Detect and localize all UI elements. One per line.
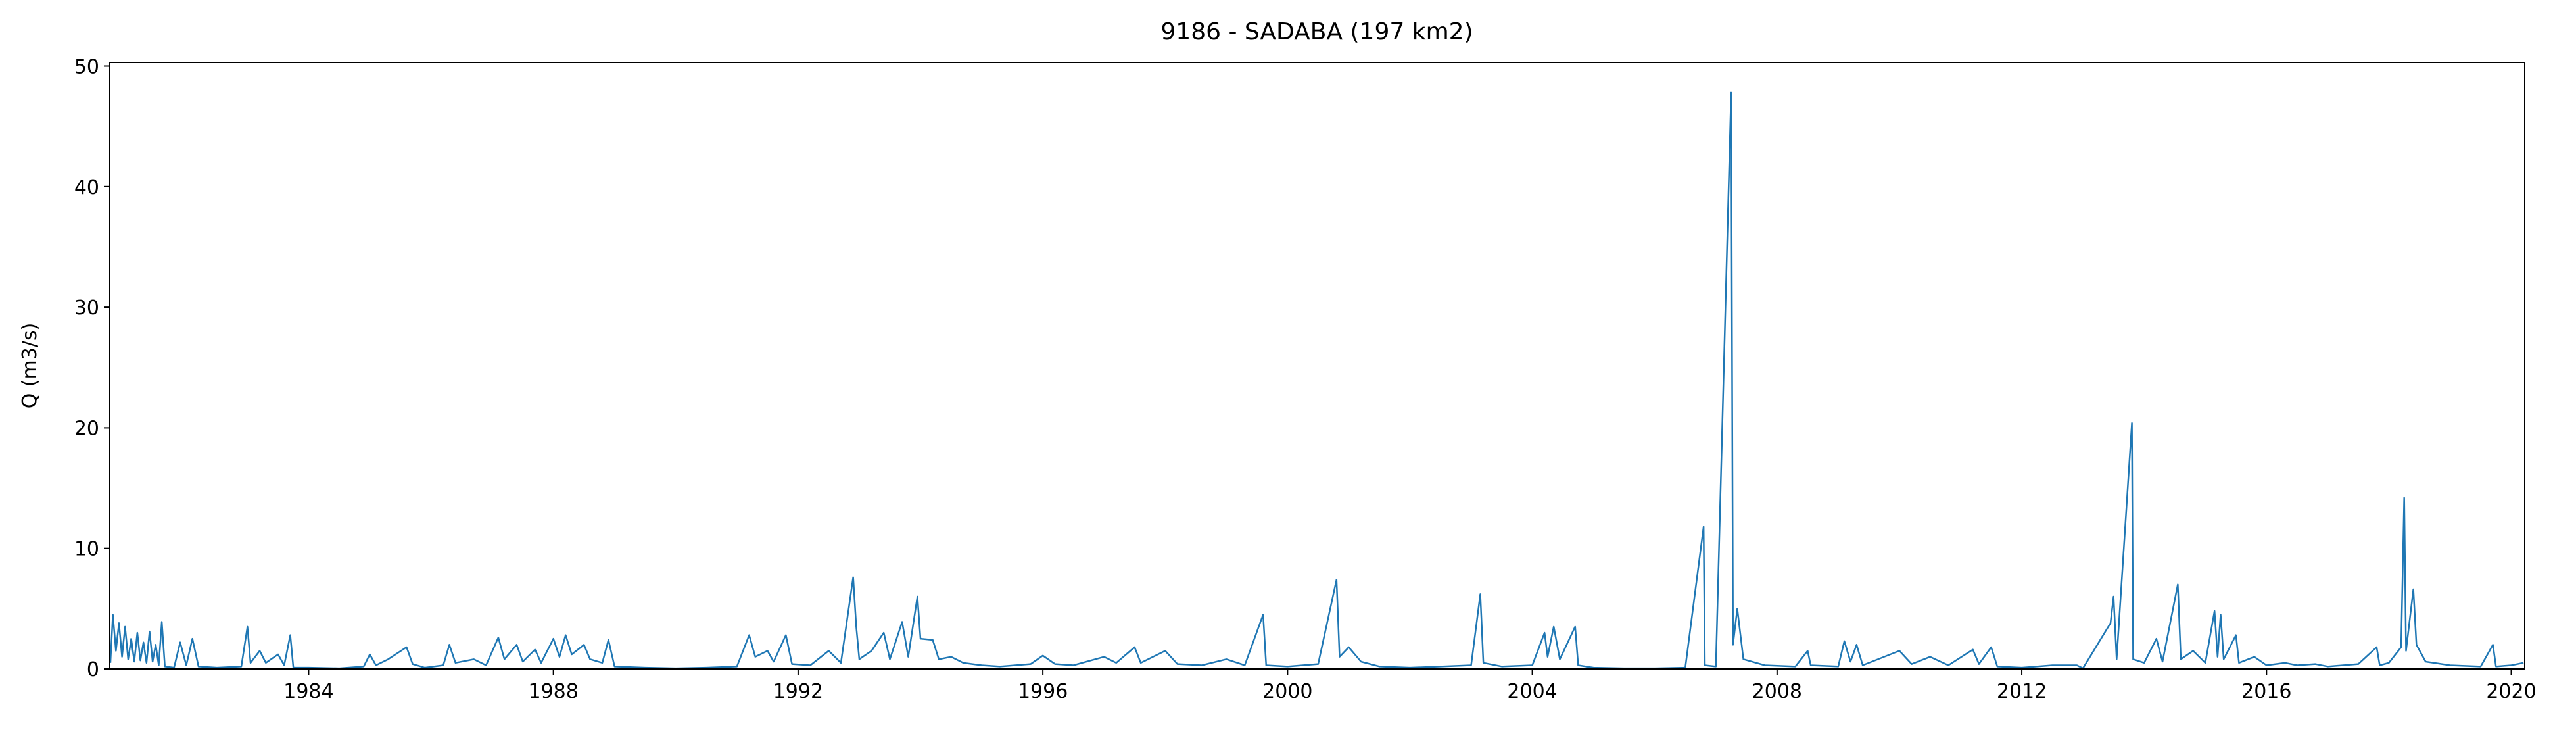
x-tick-label: 2016	[2241, 680, 2291, 703]
x-tick-label: 1992	[773, 680, 823, 703]
x-tick-label: 1984	[283, 680, 333, 703]
y-tick-label: 40	[74, 176, 99, 199]
plot-frame	[109, 62, 2525, 670]
x-tick-label: 2008	[1752, 680, 1802, 703]
y-tick-label: 10	[74, 538, 99, 561]
x-tick-label: 1988	[528, 680, 578, 703]
x-tick-label: 2012	[1997, 680, 2047, 703]
y-tick-label: 0	[87, 658, 99, 681]
y-axis-label: Q (m3/s)	[18, 323, 41, 409]
y-tick-label: 20	[74, 417, 99, 440]
y-tick-label: 30	[74, 297, 99, 320]
chart-title: 9186 - SADABA (197 km2)	[1160, 18, 1473, 45]
x-tick-label: 2020	[2486, 680, 2536, 703]
x-tick-label: 2000	[1262, 680, 1312, 703]
x-tick-label: 1996	[1018, 680, 1068, 703]
data-line	[109, 91, 2524, 670]
x-tick-label: 2004	[1507, 680, 1557, 703]
y-tick-label: 50	[74, 55, 99, 78]
